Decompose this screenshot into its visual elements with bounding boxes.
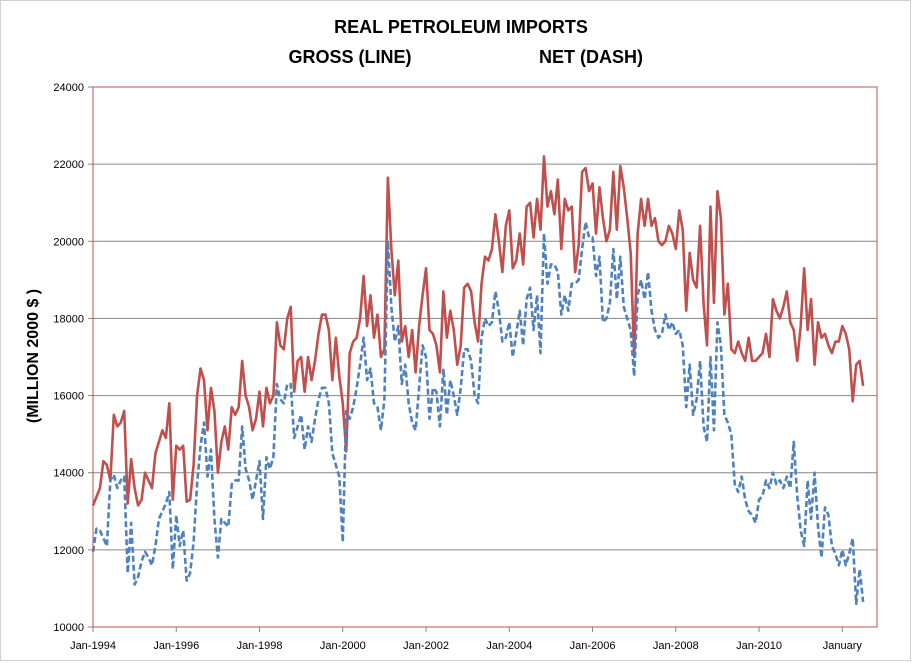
x-tick-label: Jan-1998 [237, 640, 283, 652]
y-tick-label: 16000 [53, 391, 84, 403]
y-tick-label: 24000 [53, 82, 84, 94]
chart-subtitle-net: NET (DASH) [539, 47, 643, 67]
y-tick-label: 14000 [53, 468, 84, 480]
y-tick-label: 12000 [53, 545, 84, 557]
y-axis-ticks: 10000 12000 14000 16000 18000 20000 22000 24000 [53, 82, 93, 634]
series-group [91, 155, 865, 606]
chart-title: REAL PETROLEUM IMPORTS [334, 17, 588, 37]
plot-area-border [92, 86, 878, 628]
chart-subtitle-gross: GROSS (LINE) [288, 47, 411, 67]
y-axis-label: (MILLION 2000 $ ) [25, 289, 42, 423]
x-tick-label: Jan-1996 [153, 640, 199, 652]
y-tick-label: 22000 [53, 159, 84, 171]
y-tick-label: 20000 [53, 236, 84, 248]
x-tick-label: Jan-2006 [570, 640, 616, 652]
net-imports-line [91, 220, 865, 606]
x-tick-label: Jan-2002 [403, 640, 449, 652]
y-tick-label: 18000 [53, 313, 84, 325]
x-tick-label: Jan-1994 [70, 640, 116, 652]
gross-imports-line [91, 155, 865, 507]
x-tick-label: Jan-2004 [486, 640, 532, 652]
gridlines [93, 163, 877, 551]
x-axis-ticks: Jan-1994 Jan-1996 Jan-1998 Jan-2000 Jan-2002… [70, 627, 862, 652]
x-tick-label: Jan-2000 [320, 640, 366, 652]
x-tick-label: Jan-2010 [736, 640, 782, 652]
y-tick-label: 10000 [53, 622, 84, 634]
x-tick-label: January [823, 640, 863, 652]
x-tick-label: Jan-2008 [653, 640, 699, 652]
